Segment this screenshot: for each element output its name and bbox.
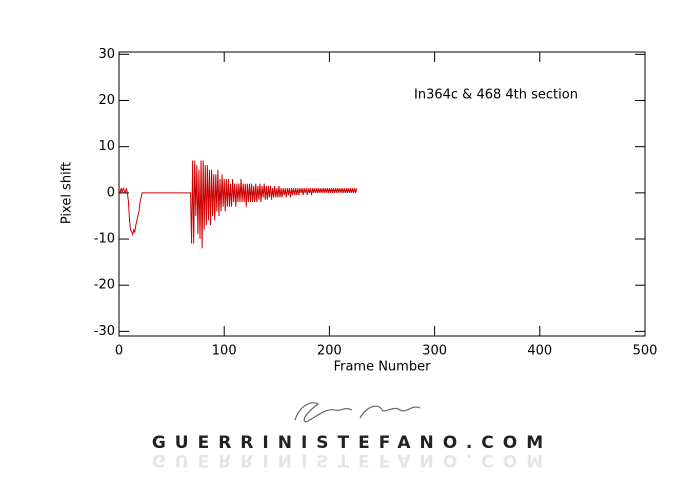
x-tick-label: 100: [212, 344, 237, 359]
watermark: GUERRINISTEFANO.COM: [152, 433, 552, 453]
x-tick-label: 0: [115, 344, 123, 359]
x-tick-label: 400: [527, 344, 552, 359]
signature: [294, 402, 421, 423]
data-line: [118, 160, 358, 249]
x-tick-label: 500: [633, 344, 658, 359]
plot-frame: [118, 51, 646, 337]
y-tick-label: -30: [94, 324, 115, 339]
y-tick-label: 0: [107, 185, 115, 200]
x-tick-label: 300: [422, 344, 447, 359]
annotation: In364c & 468 4th section: [414, 88, 578, 103]
y-tick-label: 20: [98, 93, 115, 108]
x-tick-label: 200: [317, 344, 342, 359]
y-tick-label: 30: [98, 47, 115, 62]
y-tick-label: -20: [94, 278, 115, 293]
y-tick-label: -10: [94, 232, 115, 247]
y-tick-label: 10: [98, 139, 115, 154]
watermark-reflection: GUERRINISTEFANO.COM: [152, 450, 552, 470]
y-axis-label: Pixel shift: [60, 162, 75, 224]
x-axis-label: Frame Number: [334, 360, 432, 375]
